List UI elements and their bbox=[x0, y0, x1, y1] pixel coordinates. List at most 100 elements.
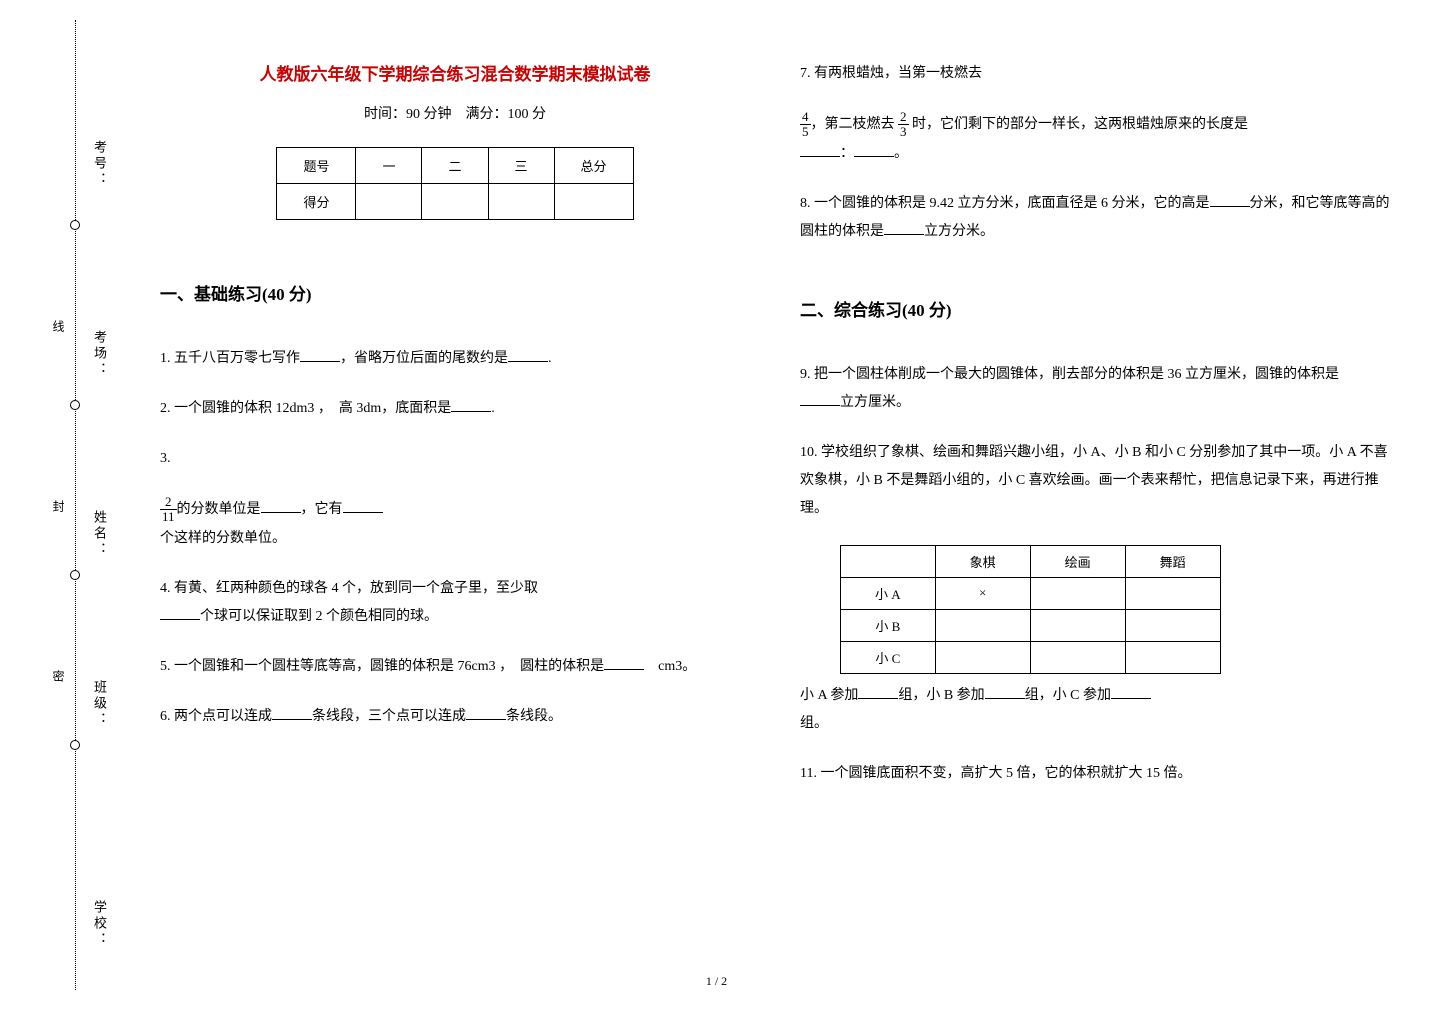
q4-text-b: 个球可以保证取到 2 个颜色相同的球。 bbox=[200, 609, 438, 624]
q10b-text-a: 小 A 参加 bbox=[800, 688, 858, 703]
q9-text-b: 立方厘米。 bbox=[840, 395, 910, 410]
blank bbox=[272, 706, 312, 720]
fold-circle bbox=[70, 740, 80, 750]
q7-text: 7. 有两根蜡烛，当第一枝燃去 bbox=[800, 66, 982, 81]
q1-text-b: ，省略万位后面的尾数约是 bbox=[340, 351, 508, 366]
blank bbox=[508, 348, 548, 362]
blank bbox=[466, 706, 506, 720]
q6-text-b: 条线段，三个点可以连成 bbox=[312, 709, 466, 724]
blank bbox=[800, 143, 840, 157]
vlabel-room: 考场： bbox=[90, 330, 109, 378]
blank bbox=[160, 606, 200, 620]
score-cell: 得分 bbox=[277, 184, 356, 220]
seal-word-xian: 线 bbox=[50, 320, 67, 342]
question-10: 10. 学校组织了象棋、绘画和舞蹈兴趣小组，小 A、小 B 和小 C 分别参加了… bbox=[800, 439, 1390, 523]
question-2: 2. 一个圆锥的体积 12dm3 ， 高 3dm，底面积是. bbox=[160, 395, 750, 423]
table-cell: 小 C bbox=[841, 641, 936, 673]
q10b-text-d: 组。 bbox=[800, 716, 828, 731]
q3b-text-a: 的分数单位是 bbox=[177, 502, 261, 517]
q10b-text-b: 组，小 B 参加 bbox=[898, 688, 984, 703]
page-content: 人教版六年级下学期综合练习混合数学期末模拟试卷 时间：90 分钟 满分：100 … bbox=[160, 60, 1390, 810]
blank bbox=[343, 499, 383, 513]
question-3-body: 211的分数单位是 ，它有个这样的分数单位。 bbox=[160, 495, 750, 553]
table-row: 小 C bbox=[841, 641, 1221, 673]
blank bbox=[884, 221, 924, 235]
q8-text-a: 8. 一个圆锥的体积是 9.42 立方分米，底面直径是 6 分米，它的高是 bbox=[800, 196, 1210, 211]
fold-circle bbox=[70, 400, 80, 410]
fraction-4-5: 45 bbox=[800, 110, 811, 140]
score-cell: 三 bbox=[488, 148, 554, 184]
question-3: 3. bbox=[160, 445, 750, 473]
question-5: 5. 一个圆锥和一个圆柱等底等高，圆锥的体积是 76cm3 ， 圆柱的体积是 c… bbox=[160, 653, 750, 681]
table-cell bbox=[1030, 641, 1125, 673]
table-cell bbox=[1125, 641, 1220, 673]
score-cell: 总分 bbox=[554, 148, 633, 184]
seal-word-mi: 密 bbox=[50, 670, 67, 692]
q6-text-c: 条线段。 bbox=[506, 709, 562, 724]
frac-num: 2 bbox=[898, 110, 909, 125]
fold-circle bbox=[70, 570, 80, 580]
q6-text-a: 6. 两个点可以连成 bbox=[160, 709, 272, 724]
section2-heading: 二、综合练习(40 分) bbox=[800, 296, 1390, 321]
table-cell bbox=[1125, 609, 1220, 641]
q2-text-b: . bbox=[491, 401, 495, 416]
question-11: 11. 一个圆锥底面积不变，高扩大 5 倍，它的体积就扩大 15 倍。 bbox=[800, 760, 1390, 788]
question-9: 9. 把一个圆柱体削成一个最大的圆锥体，削去部分的体积是 36 立方厘米，圆锥的… bbox=[800, 361, 1390, 417]
blank bbox=[1111, 685, 1151, 699]
score-cell: 题号 bbox=[277, 148, 356, 184]
frac-den: 3 bbox=[898, 125, 909, 139]
q3b-text-b: ，它有 bbox=[301, 502, 343, 517]
fold-circle bbox=[70, 220, 80, 230]
q7b-text-d: 。 bbox=[894, 146, 908, 161]
q5-text-a: 5. 一个圆锥和一个圆柱等底等高，圆锥的体积是 76cm3 ， 圆柱的体积是 bbox=[160, 659, 604, 674]
question-8: 8. 一个圆锥的体积是 9.42 立方分米，底面直径是 6 分米，它的高是分米，… bbox=[800, 190, 1390, 246]
fraction-2-3: 23 bbox=[898, 110, 909, 140]
table-row: 象棋 绘画 舞蹈 bbox=[841, 545, 1221, 577]
exam-subtitle: 时间：90 分钟 满分：100 分 bbox=[160, 103, 750, 123]
table-row: 题号 一 二 三 总分 bbox=[277, 148, 633, 184]
blank bbox=[800, 392, 840, 406]
question-1: 1. 五千八百万零七写作 ，省略万位后面的尾数约是. bbox=[160, 345, 750, 373]
table-cell: 小 B bbox=[841, 609, 936, 641]
q1-text-a: 1. 五千八百万零七写作 bbox=[160, 351, 300, 366]
q10-table: 象棋 绘画 舞蹈 小 A × 小 B 小 C bbox=[840, 545, 1221, 674]
q7b-text-c: ： bbox=[840, 146, 854, 161]
q3-text: 3. bbox=[160, 451, 171, 466]
q2-text-a: 2. 一个圆锥的体积 12dm3 ， 高 3dm，底面积是 bbox=[160, 401, 451, 416]
q7b-text-b: 时，它们剩下的部分一样长，这两根蜡烛原来的长度是 bbox=[909, 117, 1249, 132]
blank bbox=[858, 685, 898, 699]
table-cell bbox=[1030, 609, 1125, 641]
table-cell: 小 A bbox=[841, 577, 936, 609]
vlabel-school: 学校： bbox=[90, 900, 109, 948]
table-cell bbox=[935, 641, 1030, 673]
blank bbox=[300, 348, 340, 362]
score-cell bbox=[554, 184, 633, 220]
table-row: 小 A × bbox=[841, 577, 1221, 609]
left-column: 人教版六年级下学期综合练习混合数学期末模拟试卷 时间：90 分钟 满分：100 … bbox=[160, 60, 750, 810]
table-row: 得分 bbox=[277, 184, 633, 220]
score-cell: 二 bbox=[422, 148, 488, 184]
table-head bbox=[841, 545, 936, 577]
fraction-2-11: 211 bbox=[160, 495, 177, 525]
table-row: 小 B bbox=[841, 609, 1221, 641]
question-7: 7. 有两根蜡烛，当第一枝燃去 bbox=[800, 60, 1390, 88]
table-head: 象棋 bbox=[935, 545, 1030, 577]
blank bbox=[1210, 193, 1250, 207]
frac-num: 4 bbox=[800, 110, 811, 125]
score-table: 题号 一 二 三 总分 得分 bbox=[276, 147, 633, 220]
score-cell: 一 bbox=[356, 148, 422, 184]
table-head: 舞蹈 bbox=[1125, 545, 1220, 577]
q11-text: 11. 一个圆锥底面积不变，高扩大 5 倍，它的体积就扩大 15 倍。 bbox=[800, 766, 1191, 781]
q7b-mid: ，第二枝燃去 bbox=[811, 117, 899, 132]
vlabel-class: 班级： bbox=[90, 680, 109, 728]
table-head: 绘画 bbox=[1030, 545, 1125, 577]
q5-text-b: cm3。 bbox=[644, 659, 696, 674]
q3b-text-c: 个这样的分数单位。 bbox=[160, 531, 286, 546]
vlabel-examnum: 考号： bbox=[90, 140, 109, 188]
binding-margin: 考号： 考场： 姓名： 班级： 学校： 线 封 密 bbox=[0, 0, 130, 1011]
q1-text-c: . bbox=[548, 351, 552, 366]
score-cell bbox=[356, 184, 422, 220]
q4-text-a: 4. 有黄、红两种颜色的球各 4 个，放到同一个盒子里，至少取 bbox=[160, 581, 538, 596]
table-cell bbox=[1125, 577, 1220, 609]
frac-den: 5 bbox=[800, 125, 811, 139]
